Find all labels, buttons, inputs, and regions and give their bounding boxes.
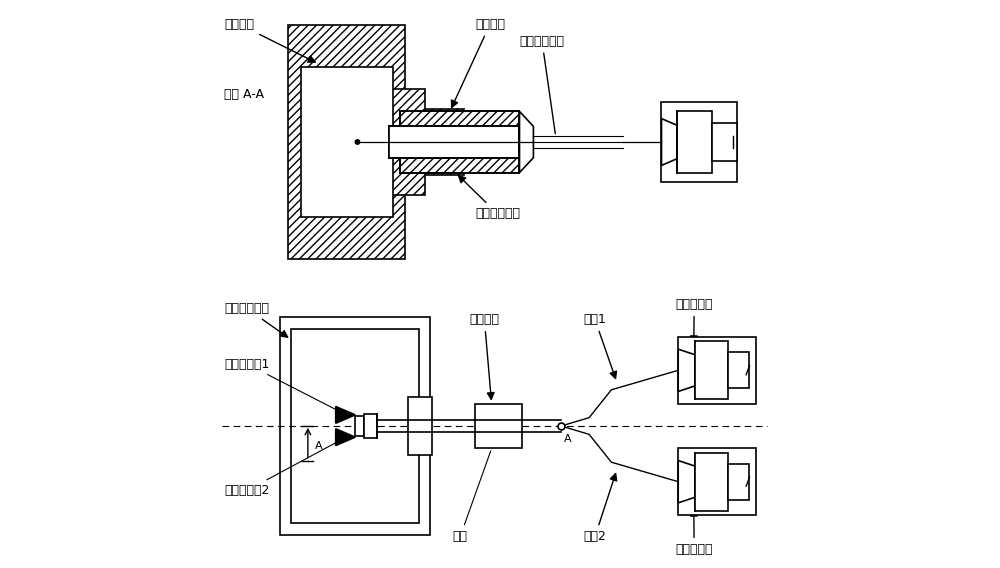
Bar <box>400 111 519 127</box>
Bar <box>280 318 430 534</box>
Bar <box>475 404 522 448</box>
Bar <box>728 353 749 388</box>
Polygon shape <box>678 461 695 503</box>
Polygon shape <box>661 119 677 165</box>
Text: 金属镍管: 金属镍管 <box>469 313 499 399</box>
Bar <box>728 464 749 499</box>
Text: A: A <box>564 433 572 444</box>
Polygon shape <box>336 429 355 445</box>
Polygon shape <box>336 407 355 423</box>
Text: 镀金金属管壳: 镀金金属管壳 <box>224 302 288 337</box>
Text: 剖面 A-A: 剖面 A-A <box>224 88 264 101</box>
Bar <box>695 341 728 399</box>
Text: 光纤1: 光纤1 <box>584 313 616 378</box>
Polygon shape <box>678 349 695 391</box>
Text: 金属腔体: 金属腔体 <box>224 18 315 62</box>
Bar <box>301 67 393 217</box>
Text: A: A <box>315 441 323 452</box>
Text: 二元阵列光纤: 二元阵列光纤 <box>519 35 564 133</box>
Bar <box>389 127 519 157</box>
Bar <box>712 123 737 161</box>
Bar <box>678 448 756 515</box>
Text: 光纤连接器: 光纤连接器 <box>675 298 713 343</box>
Text: 套管: 套管 <box>453 451 491 543</box>
Text: 金属套筒: 金属套筒 <box>451 18 505 107</box>
Bar <box>425 157 464 176</box>
Bar <box>400 157 519 173</box>
Bar <box>678 337 756 404</box>
Polygon shape <box>519 111 533 173</box>
Bar <box>425 108 464 127</box>
Bar <box>695 453 728 511</box>
Text: 光纤连接器: 光纤连接器 <box>675 509 713 556</box>
Bar <box>661 102 737 182</box>
Bar <box>389 127 425 157</box>
Bar <box>288 25 405 259</box>
Bar <box>291 328 419 524</box>
Bar <box>408 397 432 455</box>
Bar <box>389 89 425 195</box>
Bar <box>677 111 712 173</box>
Text: 光纤2: 光纤2 <box>584 474 617 543</box>
Text: 探测器芯片2: 探测器芯片2 <box>224 440 342 497</box>
Text: 铅锡焊料填充: 铅锡焊料填充 <box>459 176 520 220</box>
Text: 探测器芯片1: 探测器芯片1 <box>224 357 342 412</box>
Circle shape <box>355 140 360 144</box>
Bar <box>364 414 377 438</box>
Bar <box>355 416 364 436</box>
